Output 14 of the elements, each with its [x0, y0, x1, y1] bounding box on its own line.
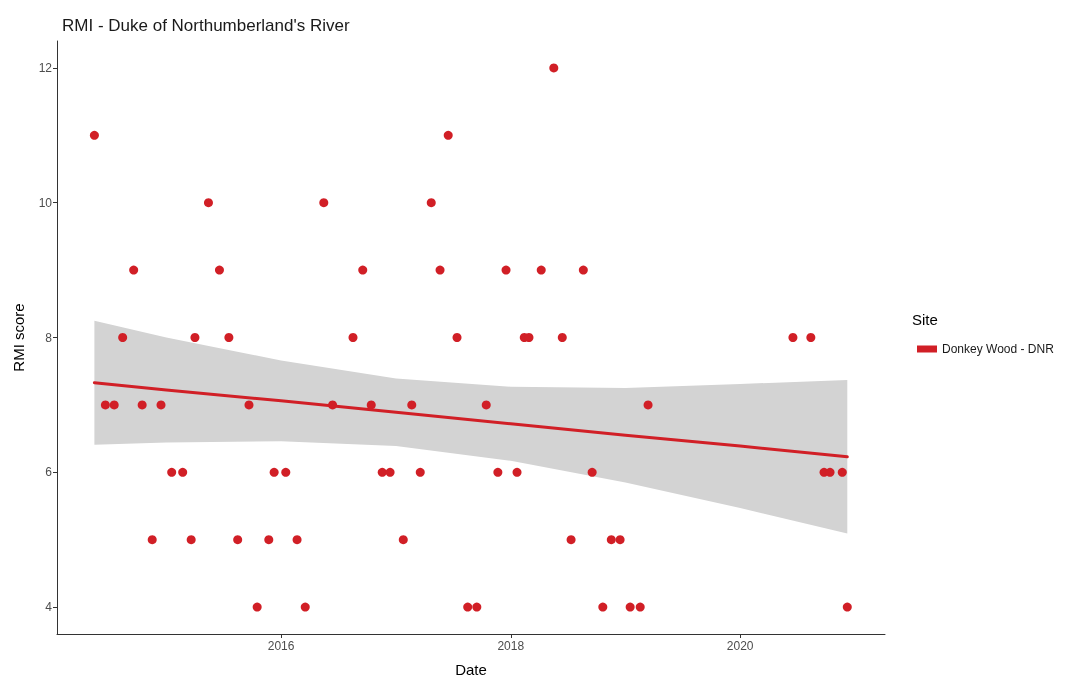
x-tick-label: 2020 — [726, 639, 754, 653]
y-tick-label: 12 — [38, 60, 53, 75]
x-tick-label: 2016 — [267, 639, 295, 653]
y-tick-label: 4 — [45, 600, 53, 615]
line-series — [92, 381, 849, 459]
x-tick-label: 2018 — [497, 639, 525, 653]
y-tick-label: 8 — [45, 330, 53, 345]
x-axis-title: Date — [455, 661, 487, 678]
y-tick-label: 10 — [38, 195, 53, 210]
y-tick-label: 6 — [45, 465, 53, 480]
chart-title: RMI - Duke of Northumberland's River — [62, 16, 350, 35]
legend-title: Site — [912, 311, 938, 328]
legend-label: Donkey Wood - DNR — [942, 342, 1055, 356]
y-axis-title: RMI score — [10, 303, 27, 372]
